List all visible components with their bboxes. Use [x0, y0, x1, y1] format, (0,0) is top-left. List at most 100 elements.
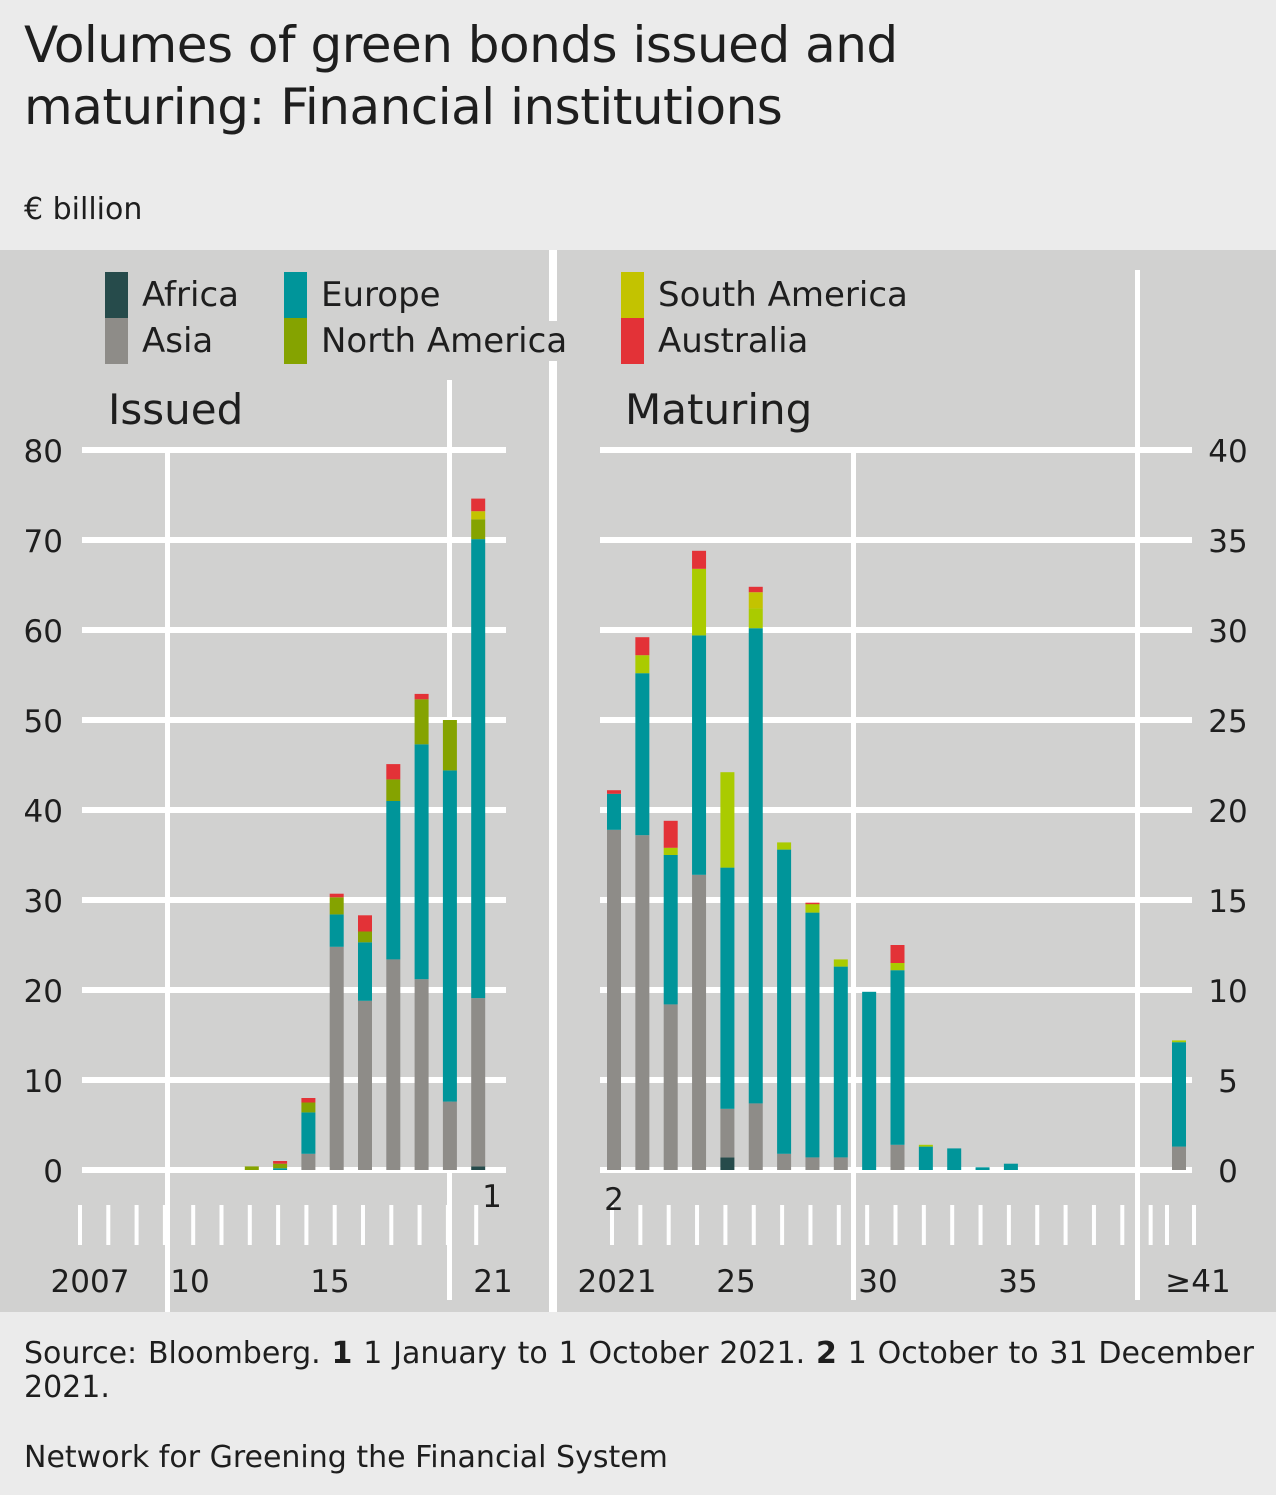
legend-label: Europe: [321, 275, 441, 315]
note-2-text: 1 October to 31 December 2021.: [24, 1336, 1254, 1405]
y-tick-label-maturing: 25: [1208, 704, 1247, 740]
gridline-maturing: [600, 447, 1192, 453]
x-tick-label-issued: 10: [170, 1264, 209, 1300]
x-tick-issued: [445, 1205, 450, 1245]
bar-issued-2019-north-america: [414, 699, 429, 745]
x-tick-maturing: [751, 1205, 756, 1245]
panel-title-maturing: Maturing: [625, 385, 812, 434]
bar-issued-2014-north-america: [273, 1163, 288, 1169]
legend-label: South America: [658, 275, 908, 315]
x-tick-label-maturing: ≥41: [1165, 1264, 1230, 1300]
bar-issued-2017-north-america: [358, 931, 372, 943]
y-tick-label-issued: 30: [24, 884, 63, 920]
y-tick-label-maturing: 15: [1208, 884, 1247, 920]
x-tick-issued: [332, 1205, 337, 1245]
bar-maturing-2031-north-america: [890, 963, 905, 971]
y-tick-label-maturing: 30: [1208, 614, 1247, 650]
x-tick-maturing: [893, 1205, 898, 1245]
chart-title-line-1: Volumes of green bonds issued and: [24, 16, 898, 74]
vgrid-maturing-2030: [851, 450, 856, 1300]
x-tick-maturing: [1006, 1205, 1011, 1245]
vgrid-maturing-2040: [1135, 270, 1140, 1300]
gridline-issued: [82, 447, 506, 453]
bar-maturing-2022-north-america: [635, 655, 650, 674]
bar-issued-2016-australia: [329, 893, 344, 898]
legend-swatch: [105, 318, 128, 364]
legend-label: North America: [321, 321, 572, 361]
x-tick-issued: [389, 1205, 394, 1245]
bar-issued-2017-europe: [358, 942, 372, 1001]
bar-maturing-2027-asia: [777, 1153, 792, 1170]
legend-item-europe: Europe: [284, 272, 441, 318]
bar-maturing-2030-europe: [862, 991, 877, 1170]
bar-issued-2016-north-america: [329, 897, 344, 915]
bar-maturing-2023-europe: [663, 855, 678, 1005]
bar-maturing-2022-australia: [635, 637, 650, 656]
x-tick-maturing: [695, 1205, 700, 1245]
y-tick-label-maturing: 5: [1218, 1064, 1238, 1100]
bar-maturing-2022-asia: [635, 835, 650, 1170]
bar-maturing-≥41-europe: [1172, 1042, 1186, 1147]
bar-issued-2018-north-america: [386, 779, 401, 801]
x-tick-issued: [474, 1205, 479, 1245]
bar-maturing-2034-europe: [975, 1167, 990, 1170]
x-tick-maturing: [836, 1205, 841, 1245]
legend-swatch: [284, 272, 307, 318]
bar-maturing-2027-europe: [777, 849, 792, 1154]
gridline-issued: [82, 1167, 506, 1173]
x-tick-issued: [191, 1205, 196, 1245]
legend-swatch: [284, 318, 307, 364]
bar-maturing-2033-europe: [947, 1148, 962, 1170]
publisher: Network for Greening the Financial Syste…: [24, 1440, 668, 1475]
legend-item-north-america: North America: [284, 318, 572, 364]
bar-issued-2021-africa: [471, 1166, 486, 1170]
bar-maturing-2029-asia: [833, 1157, 848, 1170]
bar-maturing-2032-north-america: [918, 1144, 933, 1147]
bar-maturing-≥41-north-america: [1172, 1040, 1186, 1043]
y-tick-label-maturing: 20: [1208, 794, 1247, 830]
bar-maturing-2031-europe: [890, 970, 905, 1145]
note-1-text: 1 January to 1 October 2021.: [363, 1336, 806, 1371]
footnote-marker-2: 2: [604, 1182, 624, 1218]
bar-issued-2021-europe: [471, 539, 486, 999]
chart-title: Volumes of green bonds issued and maturin…: [24, 14, 1224, 138]
legend-item-south-america: South America: [621, 272, 908, 318]
bar-maturing-2021-asia: [607, 829, 621, 1170]
bar-maturing-2035-europe: [1003, 1163, 1018, 1170]
x-tick-maturing: [1120, 1205, 1125, 1245]
bar-maturing-2024-australia: [692, 550, 707, 569]
bar-issued-2020-europe: [442, 770, 457, 1102]
x-tick-label-issued: 15: [310, 1264, 349, 1300]
gridline-issued: [82, 717, 506, 723]
gridline-maturing: [600, 807, 1192, 813]
gridline-maturing: [600, 717, 1192, 723]
y-tick-label-maturing: 35: [1208, 524, 1247, 560]
x-tick-label-maturing: 2021: [578, 1264, 657, 1300]
bar-issued-2020-north-america: [442, 720, 457, 771]
x-tick-label-maturing: 30: [858, 1264, 897, 1300]
bar-maturing-2025-asia: [720, 1108, 735, 1158]
x-tick-maturing: [1148, 1205, 1153, 1245]
bar-maturing-2025-africa: [720, 1157, 735, 1170]
bar-issued-2014-australia: [273, 1161, 288, 1164]
y-tick-label-issued: 60: [24, 614, 63, 650]
x-tick-maturing: [978, 1205, 983, 1245]
bar-maturing-2028-asia: [805, 1157, 820, 1170]
y-tick-label-issued: 0: [43, 1154, 63, 1190]
x-tick-maturing: [1091, 1205, 1096, 1245]
x-tick-maturing: [1192, 1205, 1196, 1245]
note-1-marker: 1: [331, 1336, 353, 1371]
chart-area: 0 10 20 30 40 50 60 70 80 2007 10 15 21 1 Issued 0 5 10 15…: [0, 250, 1276, 1312]
bar-issued-2017-asia: [358, 1000, 372, 1170]
bar-maturing-2025-north-america: [720, 772, 735, 868]
legend-label: Asia: [142, 321, 214, 361]
bar-maturing-2026-north-america: [748, 608, 763, 629]
gridline-issued: [82, 537, 506, 543]
footnote: Source: Bloomberg. 1 1 January to 1 Octo…: [24, 1337, 1254, 1405]
x-tick-issued: [106, 1205, 111, 1245]
y-tick-label-maturing: 10: [1208, 974, 1247, 1010]
y-tick-label-maturing: 0: [1218, 1154, 1238, 1190]
gridline-issued: [82, 627, 506, 633]
bar-maturing-2029-north-america: [833, 959, 848, 967]
x-tick-maturing: [1165, 1205, 1169, 1245]
